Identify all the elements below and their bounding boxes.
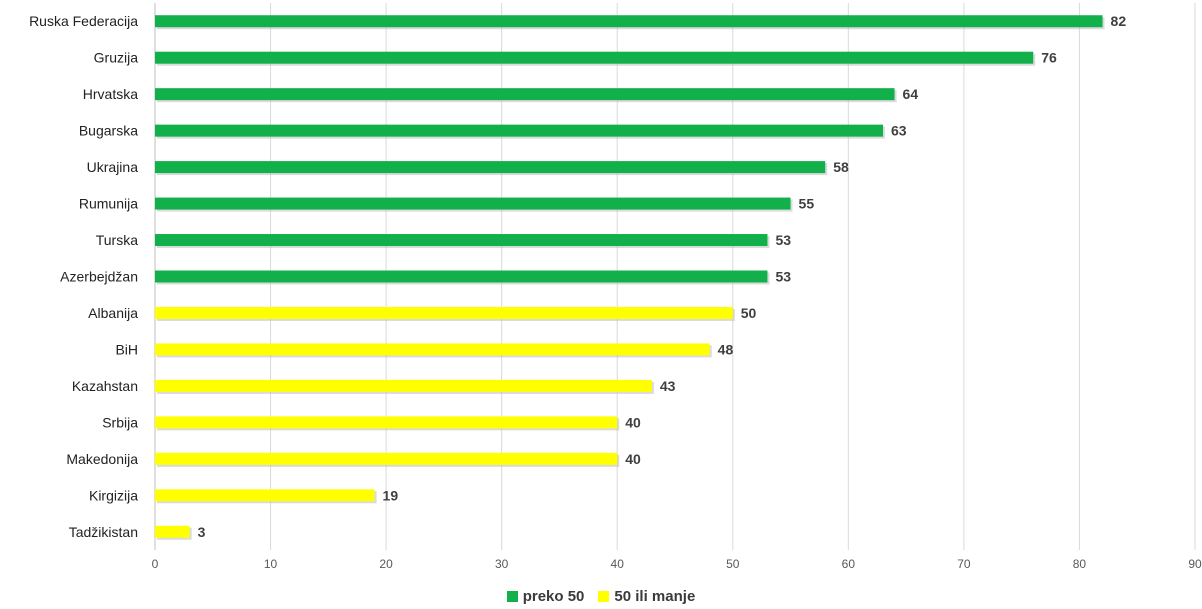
bar — [155, 197, 791, 210]
data-label: 63 — [891, 123, 907, 139]
category-label: Ruska Federacija — [29, 13, 138, 29]
bar — [155, 379, 652, 392]
x-tick-label: 70 — [957, 557, 971, 571]
data-label: 40 — [625, 414, 641, 430]
bar — [155, 234, 768, 247]
data-label: 76 — [1041, 50, 1057, 66]
category-label: BiH — [115, 341, 138, 357]
category-label: Kirgizija — [89, 487, 138, 503]
x-tick-label: 20 — [379, 557, 393, 571]
bar — [155, 88, 895, 101]
bar — [155, 343, 710, 356]
x-tick-label: 60 — [842, 557, 856, 571]
category-label: Hrvatska — [83, 86, 138, 102]
legend-label-series-2: 50 ili manje — [614, 587, 696, 605]
data-label: 58 — [833, 159, 849, 175]
category-label: Azerbejdžan — [60, 269, 138, 285]
legend-swatch-series-1 — [506, 590, 518, 602]
legend-swatch-series-2 — [598, 590, 610, 602]
legend-item-series-2: 50 ili manje — [598, 588, 695, 605]
x-tick-label: 50 — [726, 557, 740, 571]
category-label: Turska — [96, 232, 138, 248]
data-label: 55 — [799, 196, 815, 212]
data-label: 19 — [383, 487, 399, 503]
data-label: 48 — [718, 341, 734, 357]
data-label: 40 — [625, 451, 641, 467]
data-label: 53 — [775, 269, 791, 285]
x-tick-label: 40 — [611, 557, 625, 571]
category-label: Kazahstan — [72, 378, 138, 394]
category-label: Tadžikistan — [69, 524, 138, 540]
x-tick-label: 30 — [495, 557, 509, 571]
bar-chart: 0 10 20 30 40 50 60 70 80 90 Ruska Federacija 82 Gru… — [29, 3, 1202, 571]
data-label: 82 — [1111, 13, 1127, 29]
bar — [155, 15, 1103, 28]
x-tick-label: 10 — [264, 557, 278, 571]
data-label: 64 — [903, 86, 919, 102]
x-tick-label: 90 — [1188, 557, 1202, 571]
legend-item-series-1: preko 50 — [506, 587, 585, 605]
bar — [155, 51, 1034, 64]
bar — [155, 124, 883, 137]
bar — [155, 452, 618, 465]
data-label: 43 — [660, 378, 676, 394]
bar — [155, 306, 733, 319]
bar — [155, 416, 618, 429]
data-label: 53 — [775, 232, 791, 248]
category-label: Albanija — [88, 305, 138, 321]
category-label: Bugarska — [79, 123, 138, 139]
bar — [155, 270, 768, 283]
data-label: 50 — [741, 305, 757, 321]
category-label: Rumunija — [79, 196, 138, 212]
category-label: Ukrajina — [87, 159, 139, 175]
bar — [155, 525, 190, 538]
bar — [155, 161, 826, 174]
bar — [155, 489, 375, 502]
category-label: Srbija — [102, 414, 138, 430]
category-label: Gruzija — [94, 50, 139, 66]
data-label: 3 — [198, 524, 206, 540]
x-tick-label: 80 — [1073, 557, 1087, 571]
legend-label-series-1: preko 50 — [522, 587, 585, 605]
category-label: Makedonija — [66, 451, 138, 467]
legend: preko 50 50 ili manje — [0, 585, 1202, 607]
x-tick-label: 0 — [152, 557, 159, 571]
